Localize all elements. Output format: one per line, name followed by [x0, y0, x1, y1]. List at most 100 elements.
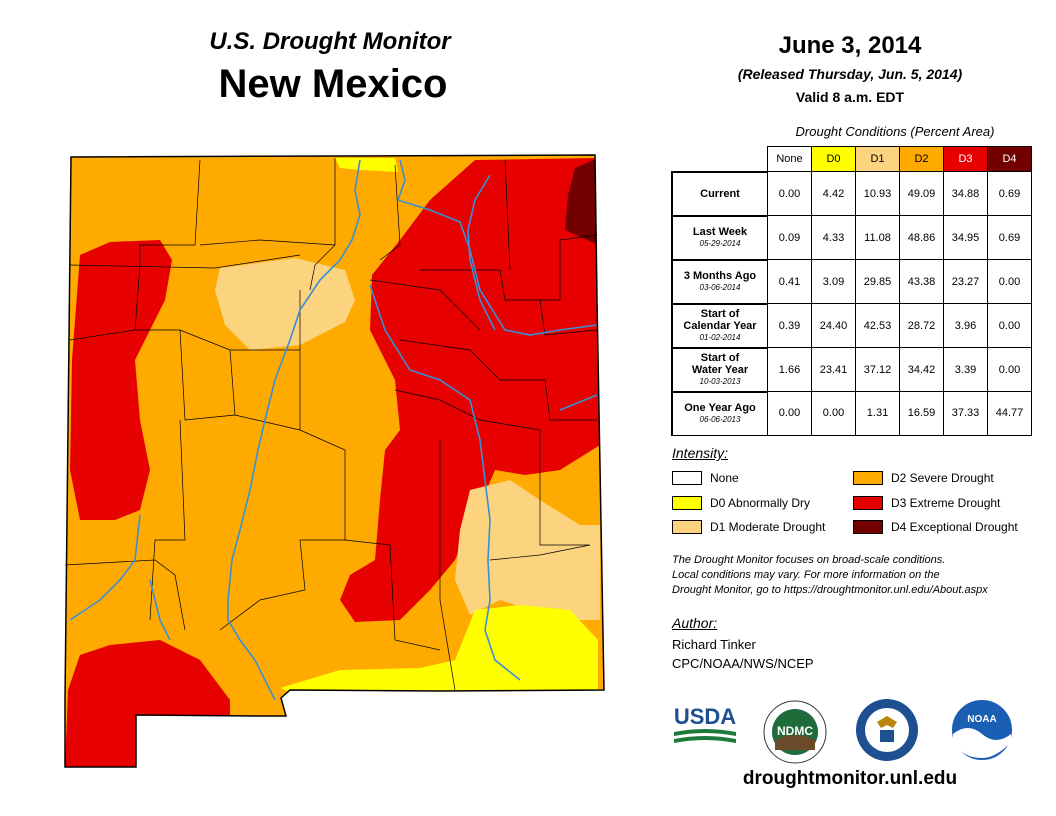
cell-value: 0.09	[767, 215, 812, 260]
cell-value: 44.77	[987, 391, 1032, 436]
table-row: Start of Calendar Year 01-02-2014 0.39 24.…	[671, 302, 1032, 348]
row-label: One Year Ago 06-06-2013	[671, 390, 768, 436]
legend-label: D4 Exceptional Drought	[891, 520, 1018, 534]
county-boundaries	[64, 158, 598, 691]
cell-value: 43.38	[899, 259, 944, 304]
cell-value: 23.41	[811, 347, 856, 392]
cell-value: 0.00	[987, 347, 1032, 392]
cell-value: 11.08	[855, 215, 900, 260]
legend-item-none: None	[672, 471, 739, 485]
d1-area-southeast	[455, 480, 600, 620]
cell-value: 16.59	[899, 391, 944, 436]
col-header-d4: D4	[987, 146, 1032, 172]
legend-label: D2 Severe Drought	[891, 471, 994, 485]
legend-swatch	[853, 496, 883, 510]
col-header-d1: D1	[855, 146, 900, 172]
svg-text:NOAA: NOAA	[967, 714, 996, 725]
legend-label: None	[710, 471, 739, 485]
cell-value: 42.53	[855, 303, 900, 348]
valid-time: Valid 8 a.m. EDT	[795, 89, 905, 105]
state-border	[64, 154, 605, 768]
cell-value: 37.33	[943, 391, 988, 436]
cell-value: 0.00	[767, 171, 812, 216]
disclaimer-note: The Drought Monitor focuses on broad-sca…	[672, 553, 1032, 598]
col-header-d3: D3	[943, 146, 988, 172]
cell-value: 34.95	[943, 215, 988, 260]
table-corner	[672, 147, 768, 172]
row-label: Start of Water Year 10-03-2013	[671, 346, 768, 392]
noaa-logo: NOAA	[950, 698, 1014, 762]
legend-item-d1: D1 Moderate Drought	[672, 520, 825, 534]
note-line: The Drought Monitor focuses on broad-sca…	[672, 554, 946, 566]
legend-label: D3 Extreme Drought	[891, 496, 1001, 510]
cell-value: 0.41	[767, 259, 812, 304]
table-header-row: None D0 D1 D2 D3 D4	[672, 146, 1032, 172]
drought-areas	[65, 155, 604, 767]
table-row: One Year Ago 06-06-2013 0.00 0.00 1.31 16…	[671, 390, 1032, 436]
cell-value: 0.39	[767, 303, 812, 348]
state-title: New Mexico	[218, 62, 448, 106]
legend-item-d2: D2 Severe Drought	[853, 471, 994, 485]
cell-value: 1.66	[767, 347, 812, 392]
table-row: Current 0.00 4.42 10.93 49.09 34.88 0.69	[671, 170, 1032, 216]
cell-value: 28.72	[899, 303, 944, 348]
legend-swatch	[853, 471, 883, 485]
cell-value: 0.69	[987, 215, 1032, 260]
row-label: Start of Calendar Year 01-02-2014	[671, 302, 768, 348]
legend-item-d0: D0 Abnormally Dry	[672, 496, 810, 510]
cell-value: 3.96	[943, 303, 988, 348]
table-row: Last Week 05-29-2014 0.09 4.33 11.08 48.8…	[671, 214, 1032, 260]
cell-value: 23.27	[943, 259, 988, 304]
legend-label: D1 Moderate Drought	[710, 520, 826, 534]
release-date: (Released Thursday, Jun. 5, 2014)	[737, 66, 963, 82]
cell-value: 48.86	[899, 215, 944, 260]
legend-title: Intensity:	[672, 445, 729, 461]
cell-value: 10.93	[855, 171, 900, 216]
col-header-none: None	[767, 146, 812, 172]
legend-swatch	[672, 471, 702, 485]
cell-value: 3.39	[943, 347, 988, 392]
col-header-d0: D0	[811, 146, 856, 172]
d0-area-southeast	[440, 605, 598, 692]
svg-text:NDMC: NDMC	[777, 724, 813, 738]
cell-value: 29.85	[855, 259, 900, 304]
conditions-caption: Drought Conditions (Percent Area)	[795, 124, 995, 139]
note-line: Local conditions may vary. For more info…	[672, 569, 940, 581]
author-org: CPC/NOAA/NWS/NCEP	[672, 656, 814, 671]
commerce-dept-seal	[856, 699, 918, 761]
cell-value: 4.33	[811, 215, 856, 260]
cell-value: 37.12	[855, 347, 900, 392]
cell-value: 0.00	[811, 391, 856, 436]
cell-value: 4.42	[811, 171, 856, 216]
d0-area-south	[280, 660, 455, 692]
cell-value: 0.00	[987, 259, 1032, 304]
ndmc-logo: NDMC	[763, 700, 827, 764]
legend-item-d4: D4 Exceptional Drought	[853, 520, 1018, 534]
col-header-d2: D2	[899, 146, 944, 172]
author-name: Richard Tinker	[672, 637, 756, 652]
cell-value: 0.00	[767, 391, 812, 436]
d3-extreme-area-southwest	[65, 640, 230, 767]
note-line: Drought Monitor, go to https://droughtmo…	[672, 584, 988, 596]
website-url[interactable]: droughtmonitor.unl.edu	[742, 768, 958, 789]
cell-value: 34.42	[899, 347, 944, 392]
legend-swatch	[672, 496, 702, 510]
map-date: June 3, 2014	[778, 32, 922, 59]
row-label: 3 Months Ago 03-06-2014	[671, 258, 768, 304]
cell-value: 0.69	[987, 171, 1032, 216]
row-label: Last Week 05-29-2014	[671, 214, 768, 260]
map-subtitle: U.S. Drought Monitor	[209, 28, 451, 55]
author-title: Author:	[672, 615, 718, 631]
legend-swatch	[853, 520, 883, 534]
legend-swatch	[672, 520, 702, 534]
new-mexico-drought-map	[64, 154, 605, 768]
cell-value: 3.09	[811, 259, 856, 304]
cell-value: 0.00	[987, 303, 1032, 348]
table-row: Start of Water Year 10-03-2013 1.66 23.41 …	[671, 346, 1032, 392]
svg-text:USDA: USDA	[674, 704, 736, 729]
cell-value: 34.88	[943, 171, 988, 216]
d3-extreme-area-east	[340, 158, 600, 622]
legend-item-d3: D3 Extreme Drought	[853, 496, 1000, 510]
d3-extreme-area-west	[70, 240, 172, 520]
cell-value: 1.31	[855, 391, 900, 436]
